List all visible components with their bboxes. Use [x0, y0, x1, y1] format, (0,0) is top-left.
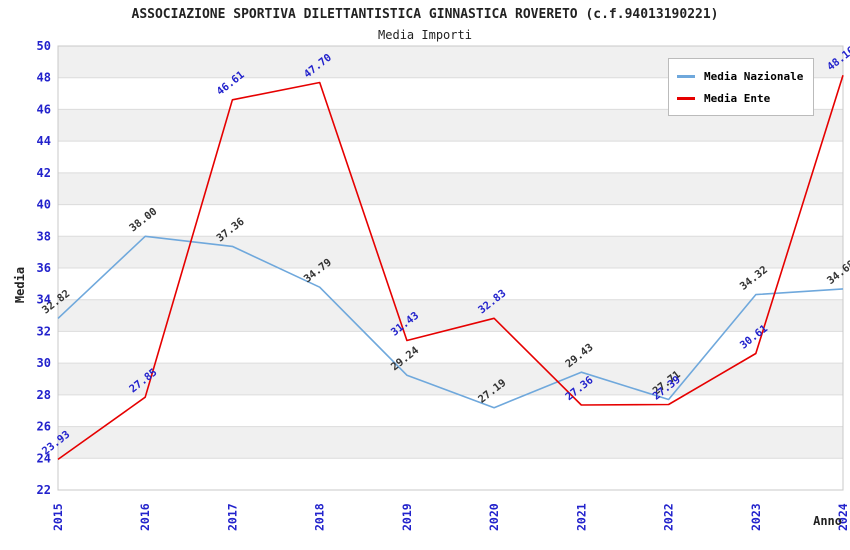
media-nazionale-line-swatch-icon — [677, 74, 695, 78]
x-axis-title: Anno — [813, 514, 842, 528]
x-tick-label: 2021 — [574, 503, 588, 531]
y-tick-label: 38 — [37, 229, 51, 243]
y-tick-label: 42 — [37, 166, 51, 180]
legend: Media Nazionale Media Ente — [668, 58, 815, 116]
legend-item-media-nazionale: Media Nazionale — [677, 65, 803, 87]
legend-label: Media Ente — [704, 91, 771, 105]
plot-band — [58, 363, 843, 395]
y-tick-label: 34 — [37, 293, 51, 307]
y-tick-label: 48 — [37, 71, 51, 85]
y-tick-label: 50 — [37, 39, 51, 53]
plot-band — [58, 426, 843, 459]
y-tick-label: 26 — [37, 420, 51, 434]
x-tick-label: 2019 — [400, 503, 414, 531]
x-tick-label: 2022 — [662, 503, 676, 531]
x-tick-label: 2017 — [225, 503, 239, 531]
y-tick-label: 28 — [37, 388, 51, 402]
y-tick-label: 40 — [37, 198, 51, 212]
x-tick-label: 2016 — [138, 503, 152, 531]
y-tick-label: 30 — [37, 356, 51, 370]
x-tick-label: 2023 — [749, 503, 763, 531]
plot-band — [58, 236, 843, 268]
y-tick-label: 36 — [37, 261, 51, 275]
plot-band — [58, 299, 843, 332]
y-tick-label: 24 — [37, 451, 51, 465]
x-tick-label: 2024 — [836, 503, 850, 531]
y-tick-label: 44 — [37, 134, 51, 148]
series-line-media-nazionale — [57, 235, 844, 409]
y-tick-label: 32 — [37, 324, 51, 338]
plot-band — [58, 172, 843, 205]
x-tick-label: 2018 — [313, 503, 327, 531]
media-ente-line-swatch-icon — [677, 96, 695, 100]
series-line-media-ente — [57, 74, 844, 461]
y-tick-label: 22 — [37, 483, 51, 497]
data-label: 38.00 — [127, 205, 159, 234]
legend-label: Media Nazionale — [704, 69, 804, 83]
chart-subtitle: Media Importi — [378, 28, 472, 42]
plot-border — [57, 45, 844, 491]
x-tick-label: 2020 — [487, 503, 501, 531]
chart-title: ASSOCIAZIONE SPORTIVA DILETTANTISTICA GI… — [131, 7, 719, 22]
x-tick-label: 2015 — [51, 503, 65, 531]
y-axis-title: Media — [13, 267, 27, 303]
legend-item-media-ente: Media Ente — [677, 87, 803, 109]
y-tick-label: 46 — [37, 102, 51, 116]
